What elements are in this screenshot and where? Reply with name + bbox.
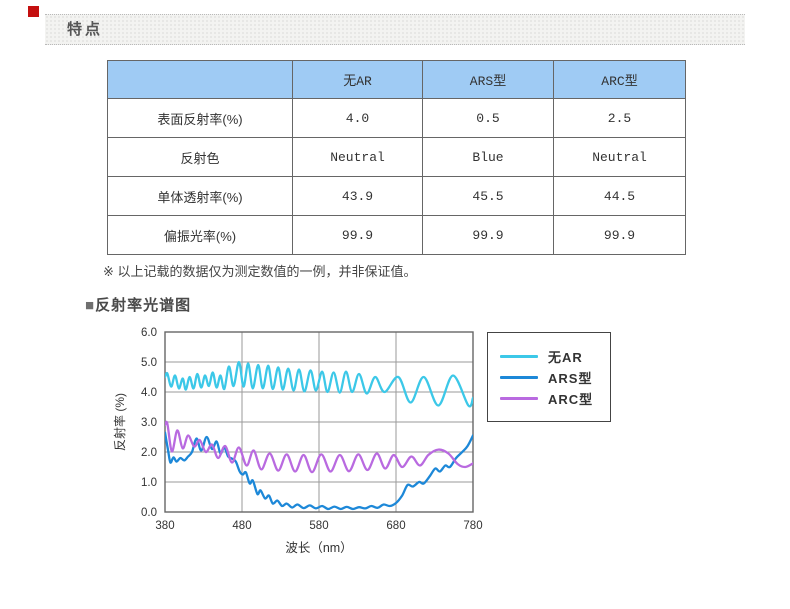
x-tick-label: 580 (309, 520, 328, 532)
legend-label: 无AR (548, 349, 583, 365)
legend-item: 无AR (500, 347, 610, 365)
y-tick-label: 4.0 (141, 387, 157, 399)
table-cell: 99.9 (553, 215, 686, 255)
chart-legend: 无AR ARS型 ARC型 (487, 332, 611, 422)
table-cell: 4.0 (292, 98, 423, 138)
x-tick-label: 780 (463, 520, 482, 532)
table-row: 反射色 Neutral Blue Neutral (107, 137, 686, 177)
spec-table-head: 无AR ARS型 ARC型 (107, 60, 686, 99)
chart-section-title: ■反射率光谱图 (85, 294, 191, 315)
table-header-cell: ARS型 (422, 60, 554, 99)
table-cell: Neutral (292, 137, 423, 177)
series-line-2 (165, 420, 473, 474)
legend-label: ARS型 (548, 370, 593, 386)
chart-section-title-text: 反射率光谱图 (95, 297, 192, 314)
y-tick-label: 0.0 (141, 507, 157, 519)
spec-table-header-row: 无AR ARS型 ARC型 (107, 60, 686, 99)
table-row-label: 反射色 (107, 137, 293, 177)
legend-label: ARC型 (548, 391, 594, 407)
x-tick-label: 380 (155, 520, 174, 532)
spec-table-body: 表面反射率(%) 4.0 0.5 2.5 反射色 Neutral Blue Neutral 单体… (107, 98, 686, 255)
legend-line-swatch (500, 354, 538, 358)
y-tick-label: 2.0 (141, 447, 157, 459)
x-tick-label: 680 (386, 520, 405, 532)
legend-item: ARC型 (500, 389, 610, 407)
table-row: 偏振光率(%) 99.9 99.9 99.9 (107, 215, 686, 255)
x-tick-label: 480 (232, 520, 251, 532)
table-cell: 44.5 (553, 176, 686, 216)
table-cell: 2.5 (553, 98, 686, 138)
legend-line-swatch (500, 396, 538, 400)
square-bullet-icon: ■ (85, 297, 96, 314)
table-row-label: 单体透射率(%) (107, 176, 293, 216)
table-row: 表面反射率(%) 4.0 0.5 2.5 (107, 98, 686, 138)
table-cell: 0.5 (422, 98, 554, 138)
x-axis-label: 波长（nm） (285, 541, 352, 555)
table-cell: 43.9 (292, 176, 423, 216)
section-header-features: 特点 (45, 14, 745, 45)
table-row: 单体透射率(%) 43.9 45.5 44.5 (107, 176, 686, 216)
y-tick-label: 3.0 (141, 417, 157, 429)
table-row-label: 偏振光率(%) (107, 215, 293, 255)
reflectance-chart: 0.0 1.0 2.0 3.0 4.0 5.0 6.0 380 480 580 680 780 波长（n… (111, 322, 483, 571)
table-header-cell: ARC型 (553, 60, 686, 99)
table-cell: 99.9 (292, 215, 423, 255)
legend-line-swatch (500, 375, 538, 379)
legend-item: ARS型 (500, 368, 610, 386)
table-cell: 45.5 (422, 176, 554, 216)
table-cell: Blue (422, 137, 554, 177)
spec-table: 无AR ARS型 ARC型 表面反射率(%) 4.0 0.5 2.5 反射色 Neutral B… (107, 60, 686, 255)
y-axis-label: 反射率 (%) (112, 393, 127, 451)
disclaimer-note: ※ 以上记载的数据仅为测定数值的一例，并非保证值。 (103, 264, 417, 279)
series-line-0 (165, 360, 473, 408)
table-header-cell: 无AR (292, 60, 423, 99)
y-tick-label: 1.0 (141, 477, 157, 489)
red-corner-marker (28, 6, 39, 17)
y-tick-label: 5.0 (141, 357, 157, 369)
table-cell: Neutral (553, 137, 686, 177)
series-line-1 (165, 431, 473, 511)
chart-canvas: 0.0 1.0 2.0 3.0 4.0 5.0 6.0 380 480 580 680 780 波长（n… (112, 327, 483, 555)
table-row-label: 表面反射率(%) (107, 98, 293, 138)
y-tick-label: 6.0 (141, 327, 157, 339)
table-cell: 99.9 (422, 215, 554, 255)
table-header-cell (107, 60, 293, 99)
